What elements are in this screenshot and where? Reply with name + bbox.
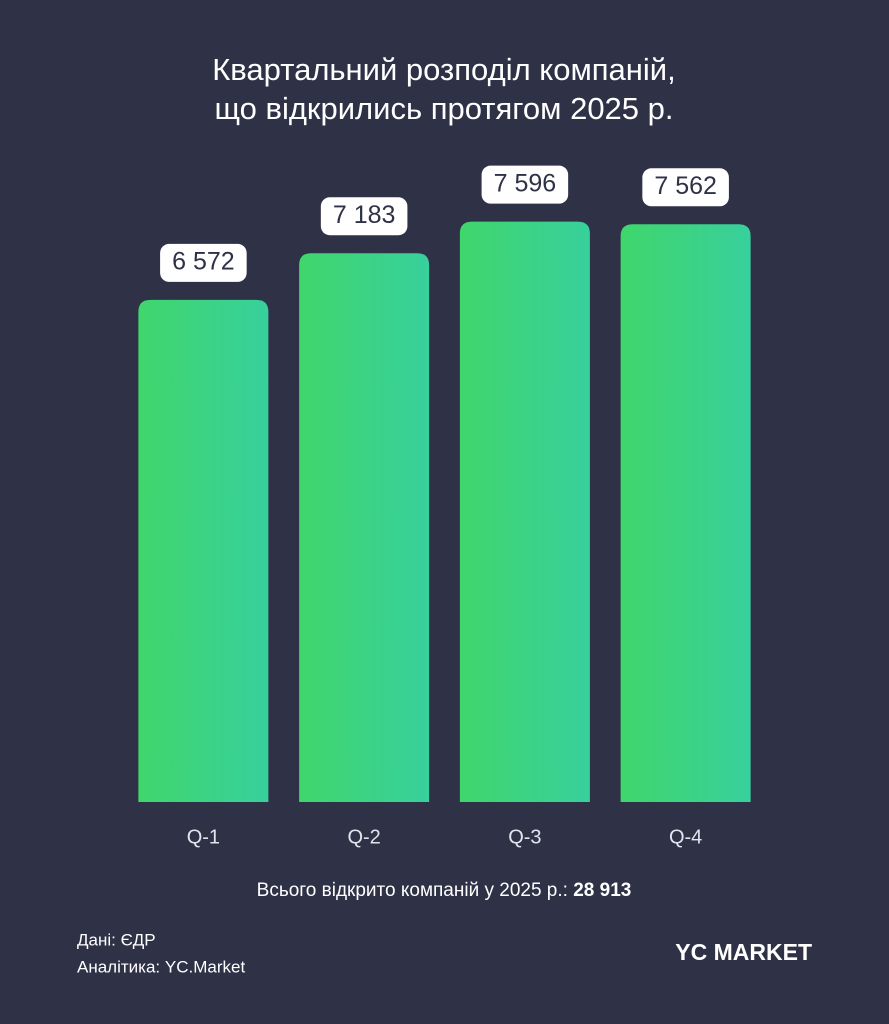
value-label: 7 183 [333, 201, 396, 229]
total-note: Всього відкрито компаній у 2025 р.: 28 9… [257, 880, 632, 901]
bar [138, 299, 269, 802]
bar [299, 253, 430, 802]
value-label-box [160, 243, 247, 282]
logo-mark: YC [675, 939, 707, 965]
value-label: 7 596 [494, 169, 557, 197]
chart-title: що відкрились протягом 2025 р. [214, 91, 673, 126]
logo: YC MARKET [675, 939, 812, 965]
note-text: Всього відкрито компаній у 2025 р.: [257, 880, 568, 901]
bar [620, 224, 751, 803]
x-tick-label: Q-2 [347, 826, 380, 848]
bar [459, 221, 590, 803]
value-label: 7 562 [654, 172, 717, 200]
x-tick-label: Q-3 [508, 826, 541, 848]
source: Дані: ЄДР [77, 930, 156, 949]
value-label-box [481, 165, 569, 204]
value-label: 6 572 [172, 248, 235, 276]
x-tick-label: Q-1 [187, 826, 220, 848]
value-label-box [320, 197, 408, 236]
source: Аналітика: YC.Market [77, 957, 245, 976]
logo-text: MARKET [714, 939, 812, 965]
note-value: 28 913 [573, 880, 631, 901]
x-tick-label: Q-4 [669, 826, 702, 848]
value-label-box [642, 168, 729, 207]
chart-title: Квартальний розподіл компаній, [212, 52, 675, 87]
